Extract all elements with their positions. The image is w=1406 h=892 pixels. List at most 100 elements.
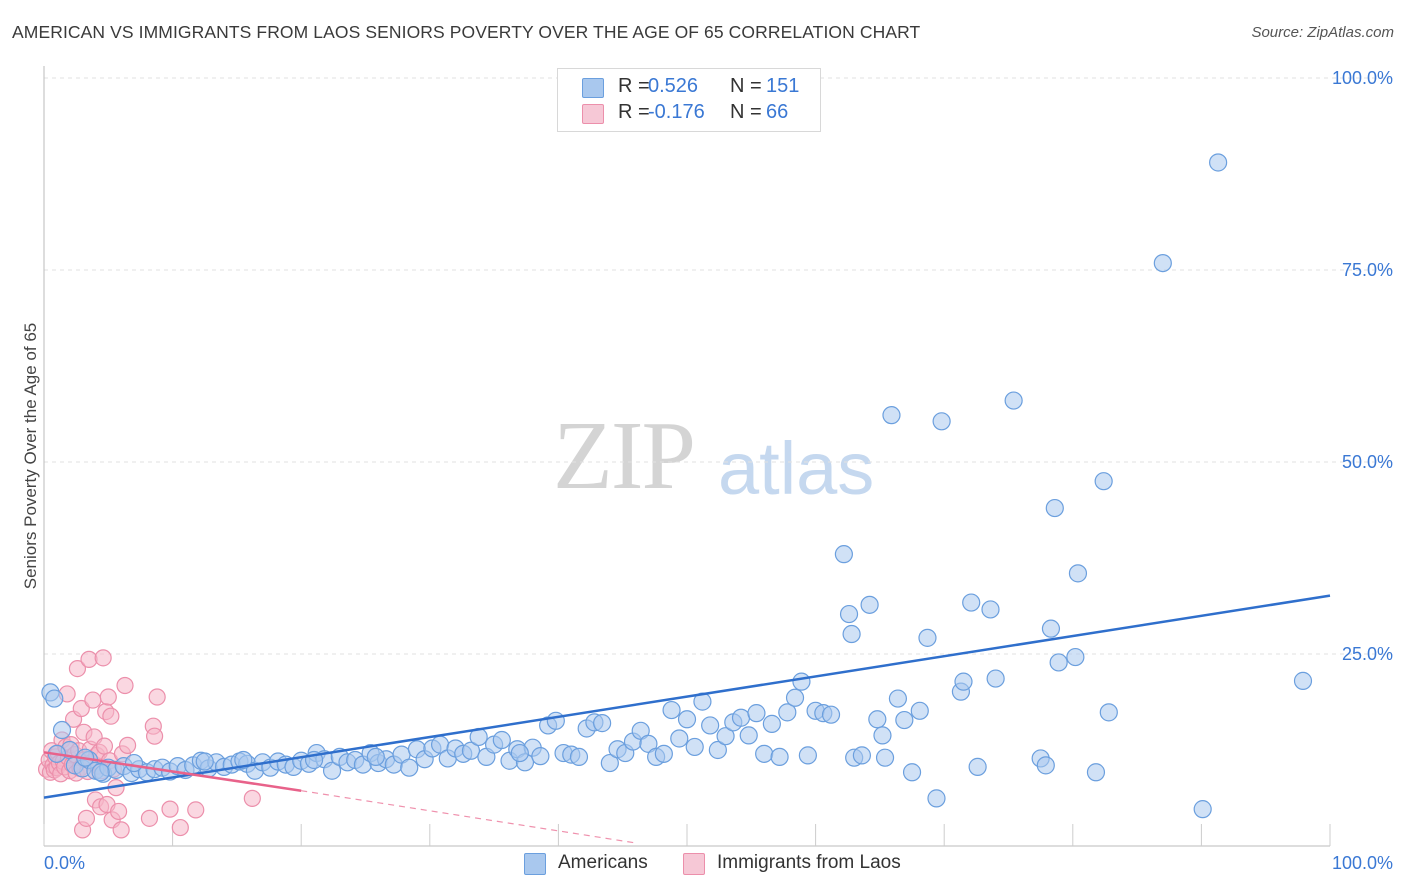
americans-point	[747, 704, 766, 723]
americans-point	[670, 729, 689, 748]
americans-point	[798, 746, 817, 765]
americans-point	[366, 747, 385, 767]
americans-swatch	[524, 853, 546, 875]
americans-point	[932, 412, 951, 431]
americans-point	[968, 757, 987, 776]
americans-point	[531, 747, 550, 766]
americans-point	[716, 727, 735, 746]
americans-point	[1041, 619, 1061, 638]
americans-point	[821, 705, 841, 724]
americans-point	[888, 689, 908, 708]
laos-point	[102, 707, 120, 725]
r-value: 0.526	[648, 75, 699, 97]
americans-point	[234, 750, 253, 770]
laos-point	[80, 650, 98, 668]
r-value: -0.176	[648, 101, 705, 123]
americans-point	[1004, 391, 1023, 410]
americans-point	[1086, 763, 1106, 782]
trend-lines	[43, 594, 1331, 844]
americans-point	[510, 743, 529, 763]
americans-point	[1153, 253, 1172, 273]
americans-point	[770, 747, 789, 767]
americans-point	[1045, 498, 1064, 518]
americans-point	[739, 726, 758, 745]
americans-point	[461, 741, 481, 760]
americans-point	[91, 763, 110, 782]
n-label: N =	[730, 101, 762, 123]
americans-point	[195, 752, 214, 771]
americans-point	[701, 716, 720, 735]
n-value: 151	[766, 75, 800, 97]
laos-point	[109, 802, 128, 821]
americans-point	[52, 720, 72, 740]
americans-point	[1099, 703, 1118, 722]
americans-point	[852, 746, 871, 765]
americans-point	[1209, 153, 1228, 172]
americans-point	[882, 406, 901, 425]
americans-point	[860, 595, 879, 614]
americans-point	[755, 744, 774, 763]
n-label: N =	[730, 75, 762, 97]
laos-point	[118, 736, 137, 754]
laos-point	[95, 737, 114, 755]
americans-point	[600, 753, 619, 773]
americans-point	[842, 624, 861, 644]
americans-point	[685, 737, 704, 757]
americans-trend-line	[43, 594, 1331, 799]
laos-swatch	[683, 853, 705, 875]
americans-swatch	[582, 78, 604, 98]
americans-point	[778, 703, 797, 722]
x-tick-label: 0.0%	[44, 853, 85, 873]
laos-point	[148, 688, 166, 706]
americans-point	[875, 748, 895, 767]
americans-point	[1068, 564, 1088, 583]
axes	[43, 66, 1331, 847]
laos-point	[187, 801, 205, 819]
americans-point	[1293, 671, 1313, 690]
laos-trend-line	[43, 751, 302, 792]
laos-point	[77, 809, 96, 827]
americans-point	[918, 628, 937, 647]
americans-point	[708, 740, 727, 760]
r-label: R =	[618, 101, 650, 123]
laos-point	[84, 691, 102, 709]
laos-point	[68, 659, 87, 678]
grid	[44, 77, 1395, 655]
r-label: R =	[618, 75, 650, 97]
americans-point	[868, 710, 887, 729]
americans-points	[41, 153, 1313, 819]
y-tick-label: 100.0%	[1332, 68, 1393, 88]
americans-point	[654, 744, 673, 763]
americans-point	[1036, 756, 1055, 775]
laos-point	[112, 821, 130, 839]
y-tick-label: 50.0%	[1342, 452, 1393, 472]
americans-point	[762, 714, 781, 733]
y-tick-label: 75.0%	[1342, 260, 1393, 280]
laos-point	[243, 789, 261, 807]
n-value: 66	[766, 101, 789, 123]
americans-point	[792, 672, 811, 691]
americans-point	[962, 593, 981, 612]
laos-trend-extension	[301, 790, 636, 844]
laos-point	[161, 800, 179, 818]
americans-point	[785, 688, 805, 707]
americans-point	[1193, 800, 1212, 819]
americans-point	[927, 789, 946, 808]
americans-point	[902, 763, 922, 782]
tick-labels: 25.0% 50.0% 75.0% 100.0% 0.0% 100.0%	[44, 68, 1393, 873]
americans-point	[1094, 472, 1113, 491]
americans-point	[986, 669, 1005, 688]
laos-point	[140, 809, 159, 827]
americans-point	[593, 714, 612, 733]
watermark-atlas: atlas	[718, 427, 875, 510]
americans-point	[45, 689, 64, 708]
americans-point	[839, 604, 859, 624]
americans-point	[569, 747, 589, 767]
chart-title: AMERICAN VS IMMIGRANTS FROM LAOS SENIORS…	[12, 22, 921, 42]
americans-point	[895, 710, 914, 730]
x-tick-label: 100.0%	[1332, 853, 1393, 873]
americans-point	[662, 700, 681, 720]
laos-label: Immigrants from Laos	[717, 852, 901, 873]
americans-point	[1049, 653, 1068, 672]
